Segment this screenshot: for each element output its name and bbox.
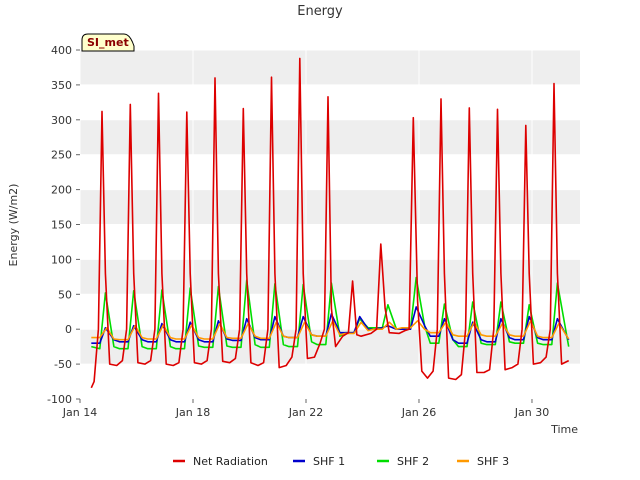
badge-label: SI_met: [87, 36, 129, 49]
y-tick-label: 200: [51, 184, 72, 197]
y-tick-label: 0: [65, 323, 72, 336]
si-met-badge: SI_met: [81, 33, 135, 52]
plot-band: [80, 50, 580, 85]
legend-item-shf-3: SHF 3: [457, 455, 509, 468]
legend-item-shf-1: SHF 1: [293, 455, 345, 468]
plot-band: [80, 119, 580, 155]
series-line-shf-2: [91, 276, 570, 350]
y-tick-label: 300: [51, 114, 72, 127]
series-line-shf-3: [91, 319, 570, 341]
series-line-net-radiation: [90, 57, 570, 389]
x-tick-label: Jan 22: [288, 406, 323, 419]
y-tick-label: 250: [51, 149, 72, 162]
series-lines: [90, 57, 570, 389]
y-tick-label: -100: [47, 393, 72, 406]
y-tick-label: 150: [51, 219, 72, 232]
y-tick-label: 50: [58, 288, 72, 301]
y-axis: -100 -50 0 50 100 150 200 250 300 350 400: [47, 44, 80, 406]
chart-title: Energy: [297, 4, 343, 19]
x-tick-label: Jan 26: [401, 406, 436, 419]
legend: Net Radiation SHF 1 SHF 2 SHF 3: [173, 455, 509, 468]
y-tick-label: -50: [54, 358, 72, 371]
x-tick-label: Jan 18: [175, 406, 210, 419]
legend-item-shf-2: SHF 2: [377, 455, 429, 468]
y-axis-label: Energy (W/m2): [7, 184, 20, 267]
x-axis: Jan 14 Jan 18 Jan 22 Jan 26 Jan 30: [62, 399, 549, 419]
legend-item-net-radiation: Net Radiation: [173, 455, 268, 468]
badge-box: [81, 33, 135, 52]
y-tick-label: 100: [51, 253, 72, 266]
legend-label: Net Radiation: [193, 455, 268, 468]
x-tick-label: Jan 30: [514, 406, 549, 419]
series-line-shf-1: [91, 306, 570, 345]
legend-label: SHF 3: [477, 455, 509, 468]
legend-label: SHF 2: [397, 455, 429, 468]
legend-label: SHF 1: [313, 455, 345, 468]
x-tick-label: Jan 14: [62, 406, 97, 419]
y-tick-label: 400: [51, 44, 72, 57]
x-axis-label: Time: [550, 423, 578, 436]
y-tick-label: 350: [51, 79, 72, 92]
